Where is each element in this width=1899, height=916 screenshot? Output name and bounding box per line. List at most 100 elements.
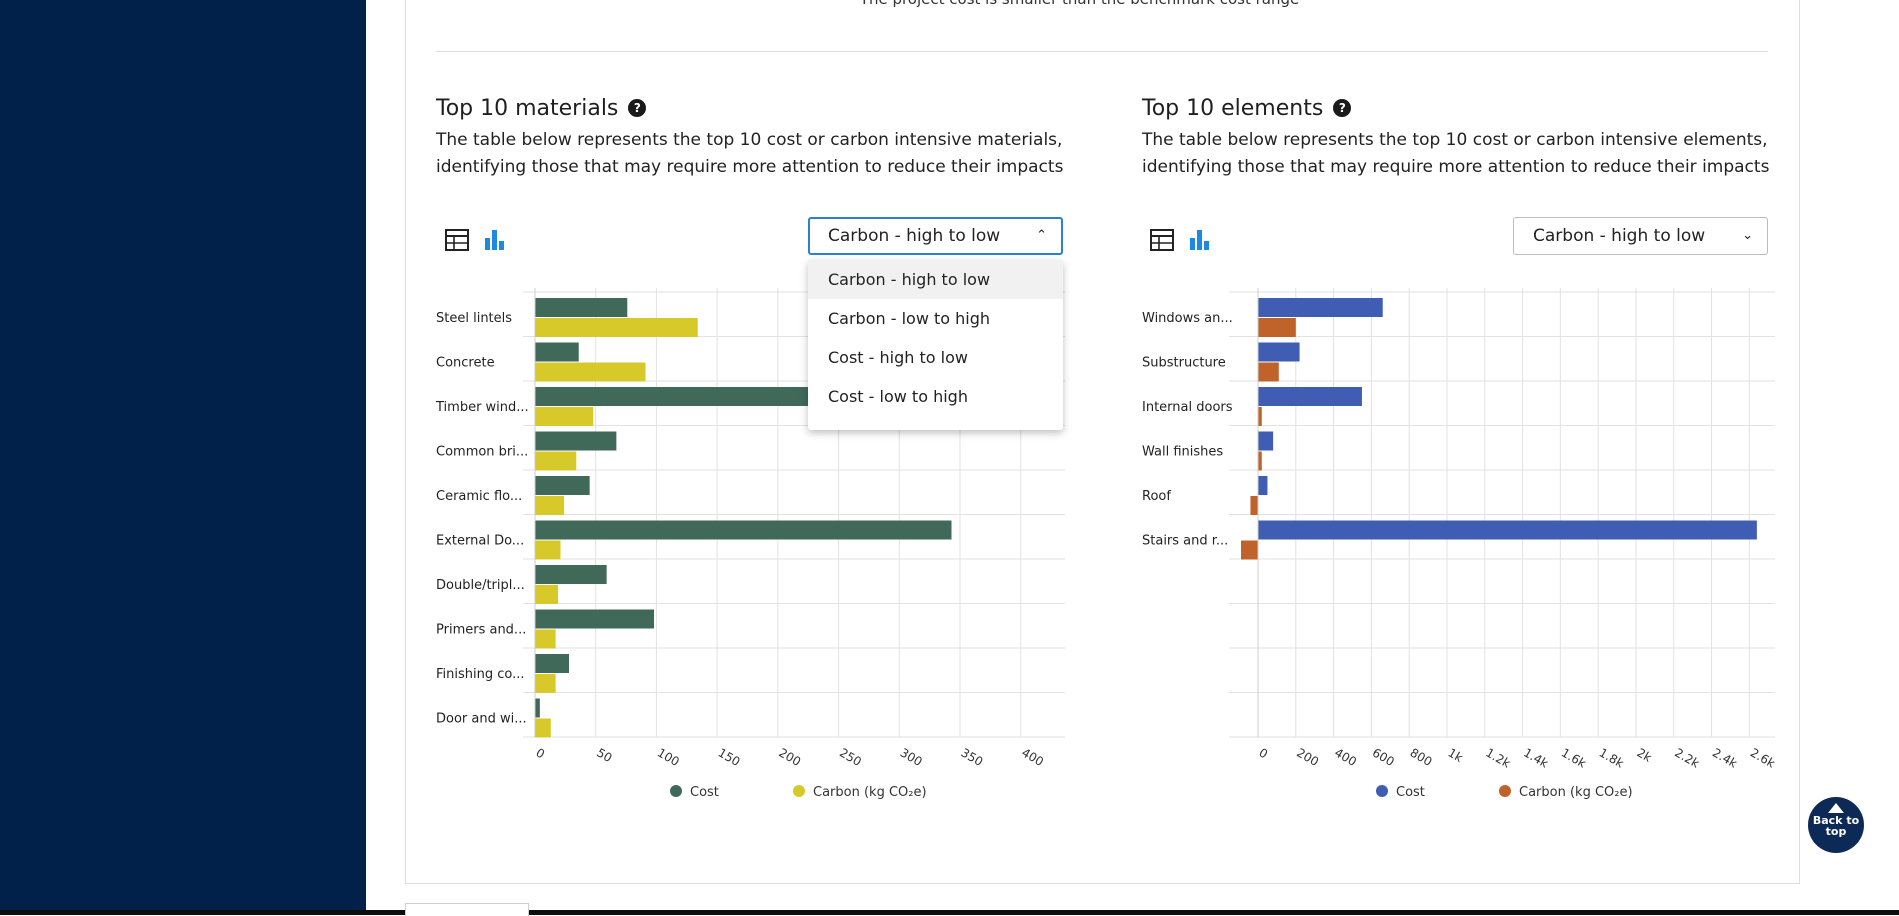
bar-cost[interactable]	[1258, 387, 1362, 406]
bar-cost[interactable]	[535, 342, 579, 362]
y-category-label: Ceramic flo...	[436, 489, 522, 504]
bar-carbon[interactable]	[535, 496, 565, 515]
bar-carbon[interactable]	[1241, 540, 1259, 560]
elements-sort-value: Carbon - high to low	[1533, 226, 1706, 246]
y-category-label: Finishing co...	[436, 667, 525, 682]
elements-title-row: Top 10 elements ?	[1142, 93, 1802, 123]
y-category-label: Concrete	[436, 356, 495, 371]
y-category-label: Common bri...	[436, 445, 528, 460]
question-icon[interactable]: ?	[628, 99, 647, 117]
x-tick-label: 150	[716, 745, 743, 769]
x-tick-label: 400	[1019, 745, 1046, 769]
elements-description: The table below represents the top 10 co…	[1142, 130, 1770, 177]
bottom-bar	[0, 910, 1899, 915]
x-tick-label: 1.2k	[1483, 745, 1513, 770]
x-tick-label: 250	[837, 745, 864, 769]
y-category-label: Double/tripl...	[436, 578, 525, 593]
table-icon[interactable]	[1148, 226, 1176, 254]
materials-title: Top 10 materials	[436, 95, 619, 121]
x-tick-label: 0	[534, 745, 548, 761]
x-tick-label: 350	[959, 745, 986, 769]
table-icon[interactable]	[443, 226, 471, 254]
x-tick-label: 2.6k	[1748, 745, 1776, 770]
sort-dropdown-menu: Carbon - high to low Carbon - low to hig…	[808, 260, 1063, 430]
bar-carbon[interactable]	[535, 674, 556, 693]
bar-cost[interactable]	[1258, 431, 1274, 451]
x-tick-label: 100	[655, 745, 682, 769]
bar-carbon[interactable]	[1258, 407, 1262, 426]
sort-option[interactable]: Cost - high to low	[828, 348, 968, 367]
bar-cost[interactable]	[1258, 342, 1300, 362]
bar-cost[interactable]	[535, 654, 569, 673]
sort-option[interactable]: Carbon - high to low	[808, 260, 1063, 299]
x-tick-label: 1.4k	[1521, 745, 1551, 770]
benchmark-note: The project cost is smaller than the ben…	[0, 0, 1899, 8]
legend-label[interactable]: Carbon (kg CO₂e)	[813, 785, 927, 800]
bar-cost[interactable]	[535, 698, 540, 718]
bar-carbon[interactable]	[535, 407, 594, 426]
sort-option[interactable]: Carbon - low to high	[828, 309, 991, 328]
legend-marker[interactable]	[793, 785, 805, 797]
bar-cost[interactable]	[1258, 476, 1268, 495]
x-tick-label: 400	[1332, 745, 1359, 769]
legend-marker[interactable]	[1376, 785, 1388, 797]
bar-carbon[interactable]	[535, 585, 559, 604]
x-tick-label: 300	[898, 745, 925, 769]
x-tick-label: 50	[594, 745, 614, 765]
bar-chart-icon[interactable]	[1186, 226, 1214, 254]
x-tick-label: 200	[1294, 745, 1321, 769]
x-tick-label: 2.4k	[1710, 745, 1740, 770]
x-tick-label: 800	[1408, 745, 1435, 769]
x-tick-label: 200	[776, 745, 803, 769]
bar-carbon[interactable]	[1258, 451, 1262, 471]
divider	[436, 51, 1768, 52]
bar-carbon[interactable]	[1258, 318, 1296, 337]
bar-carbon[interactable]	[1258, 362, 1279, 382]
legend-marker[interactable]	[670, 785, 682, 797]
y-category-label: Timber wind...	[435, 400, 529, 415]
bar-carbon[interactable]	[535, 629, 556, 649]
legend-marker[interactable]	[1499, 785, 1511, 797]
legend-label[interactable]: Cost	[1396, 785, 1425, 800]
bar-carbon[interactable]	[535, 718, 551, 738]
elements-section: Top 10 elements ? The table below repres…	[1142, 93, 1802, 181]
x-tick-label: 1.6k	[1559, 745, 1589, 770]
materials-sort-value: Carbon - high to low	[828, 226, 1001, 246]
y-category-label: Roof	[1142, 489, 1171, 504]
arrow-up-icon	[1828, 803, 1844, 813]
question-icon[interactable]: ?	[1333, 99, 1352, 117]
bar-carbon[interactable]	[535, 362, 646, 382]
materials-title-row: Top 10 materials ?	[436, 93, 1096, 123]
bar-cost[interactable]	[535, 387, 888, 406]
sort-option[interactable]: Cost - low to high	[828, 387, 968, 406]
bar-cost[interactable]	[535, 431, 617, 451]
y-category-label: Internal doors	[1142, 400, 1233, 415]
sidebar	[0, 0, 366, 915]
bar-chart-icon[interactable]	[481, 226, 509, 254]
y-category-label: Stairs and r...	[1142, 534, 1228, 549]
bar-carbon[interactable]	[535, 540, 561, 560]
x-tick-label: 1.8k	[1597, 745, 1627, 770]
bar-cost[interactable]	[535, 609, 654, 629]
y-category-label: External Do...	[436, 534, 524, 549]
back-to-top-button[interactable]: Back to top	[1808, 797, 1864, 853]
bar-carbon[interactable]	[535, 451, 577, 471]
bar-cost[interactable]	[535, 298, 628, 317]
bar-carbon[interactable]	[535, 318, 698, 337]
bar-cost[interactable]	[535, 476, 590, 495]
bar-cost[interactable]	[535, 565, 607, 584]
bar-cost[interactable]	[1258, 298, 1383, 317]
legend-label[interactable]: Carbon (kg CO₂e)	[1519, 785, 1633, 800]
bar-cost[interactable]	[1258, 520, 1757, 540]
legend-label[interactable]: Cost	[690, 785, 719, 800]
chevron-up-icon: ⌃	[1036, 228, 1047, 243]
x-tick-label: 1k	[1445, 745, 1465, 764]
x-tick-label: 600	[1370, 745, 1397, 769]
bar-carbon[interactable]	[1250, 496, 1259, 515]
elements-sort-select[interactable]: Carbon - high to low ⌄	[1513, 217, 1768, 255]
y-category-label: Primers and...	[436, 623, 526, 638]
elements-chart: 0 200 400 600 800 1k 1.2k 1.4k 1.6k 1.8k 2k 2.2k 2.4…	[1142, 288, 1776, 800]
bar-cost[interactable]	[535, 520, 952, 540]
y-category-label: Windows an...	[1142, 311, 1233, 326]
materials-sort-select[interactable]: Carbon - high to low ⌃	[808, 217, 1063, 255]
